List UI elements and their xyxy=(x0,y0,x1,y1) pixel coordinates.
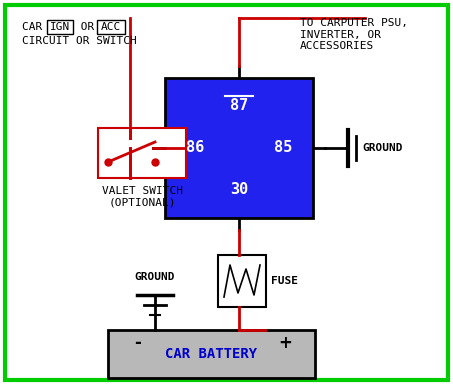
Text: FUSE: FUSE xyxy=(271,276,298,286)
Bar xyxy=(165,78,313,218)
Text: CAR: CAR xyxy=(22,22,49,32)
Text: 85: 85 xyxy=(274,141,292,156)
Text: VALET SWITCH
(OPTIONAL): VALET SWITCH (OPTIONAL) xyxy=(101,186,183,208)
Text: 87: 87 xyxy=(230,99,248,114)
Text: IGN: IGN xyxy=(50,22,70,32)
Bar xyxy=(98,128,186,178)
Text: CIRCUIT OR SWITCH: CIRCUIT OR SWITCH xyxy=(22,36,137,46)
Text: GROUND: GROUND xyxy=(362,143,403,153)
Text: GROUND: GROUND xyxy=(135,272,175,282)
Text: 86: 86 xyxy=(186,141,204,156)
Text: -: - xyxy=(135,334,141,352)
Bar xyxy=(108,330,315,378)
Text: +: + xyxy=(278,334,292,352)
Bar xyxy=(47,20,73,34)
Bar xyxy=(97,20,125,34)
Text: 30: 30 xyxy=(230,182,248,198)
Text: TO CARPUTER PSU,
INVERTER, OR
ACCESSORIES: TO CARPUTER PSU, INVERTER, OR ACCESSORIE… xyxy=(300,18,408,51)
Bar xyxy=(218,255,266,307)
Text: OR: OR xyxy=(74,22,101,32)
Text: ACC: ACC xyxy=(101,22,121,32)
Text: CAR BATTERY: CAR BATTERY xyxy=(165,347,258,361)
